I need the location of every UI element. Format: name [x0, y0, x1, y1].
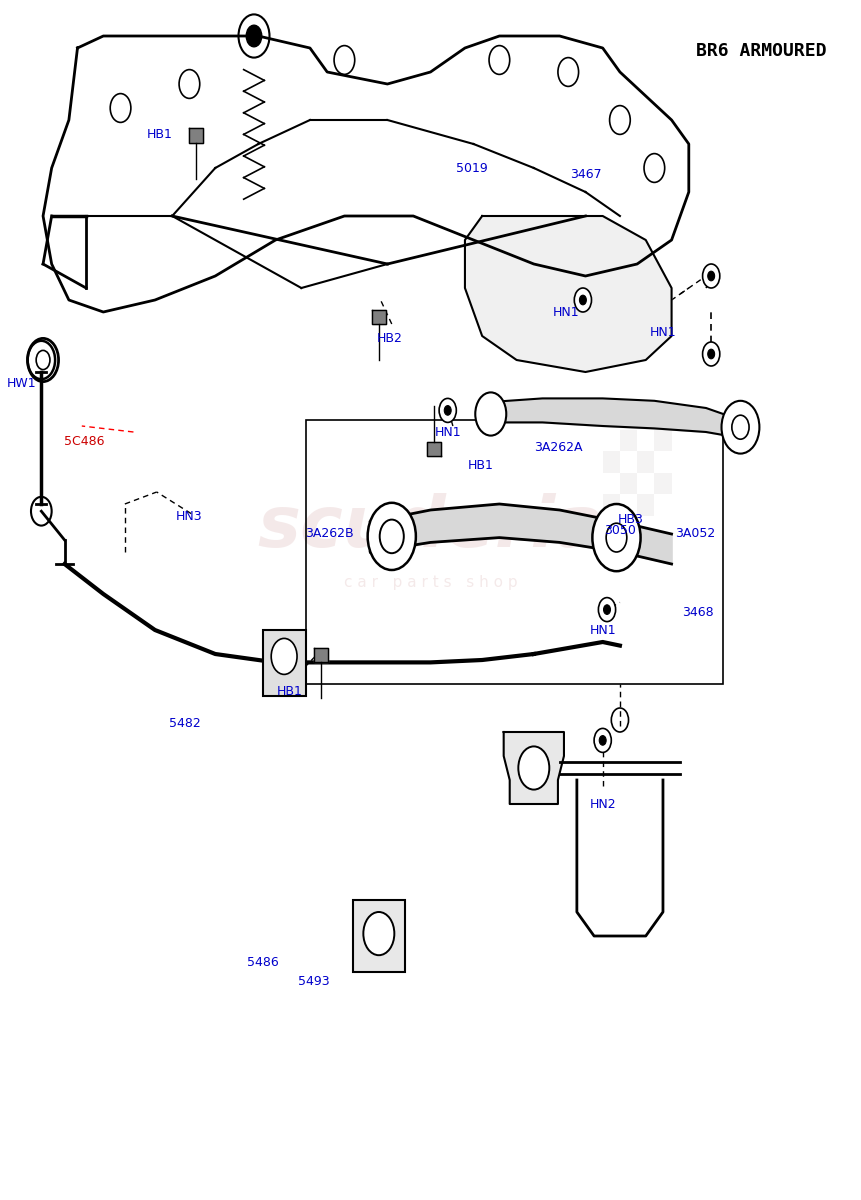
Polygon shape: [465, 216, 672, 372]
Bar: [306, 420, 723, 684]
Polygon shape: [372, 310, 386, 324]
Text: 3050: 3050: [604, 524, 636, 536]
Circle shape: [604, 605, 610, 614]
Circle shape: [594, 728, 611, 752]
Text: 5019: 5019: [456, 162, 487, 174]
Text: BR6 ARMOURED: BR6 ARMOURED: [696, 42, 827, 60]
Text: HB1: HB1: [146, 128, 172, 140]
Circle shape: [708, 271, 715, 281]
Text: 3A052: 3A052: [676, 528, 715, 540]
Text: HB1: HB1: [277, 685, 303, 697]
Circle shape: [599, 736, 606, 745]
Text: 3468: 3468: [682, 606, 713, 618]
Text: HW1: HW1: [7, 378, 36, 390]
Text: HN1: HN1: [650, 326, 676, 338]
Text: HN1: HN1: [554, 306, 579, 318]
Text: 5C486: 5C486: [64, 436, 105, 448]
Text: 5493: 5493: [299, 976, 330, 988]
Polygon shape: [314, 648, 328, 662]
Text: 3A262A: 3A262A: [534, 442, 582, 454]
Bar: [353, 900, 405, 972]
Text: HB1: HB1: [468, 460, 493, 472]
Text: c a r   p a r t s   s h o p: c a r p a r t s s h o p: [344, 575, 517, 589]
Polygon shape: [504, 732, 564, 804]
Circle shape: [246, 25, 262, 47]
Bar: [654, 430, 672, 451]
Circle shape: [271, 638, 297, 674]
Circle shape: [598, 598, 616, 622]
Text: HN1: HN1: [590, 624, 616, 636]
Polygon shape: [427, 442, 441, 456]
Circle shape: [363, 912, 394, 955]
Bar: [603, 451, 620, 473]
Text: HN3: HN3: [177, 510, 202, 522]
Text: 5482: 5482: [170, 718, 201, 730]
Circle shape: [708, 349, 715, 359]
Text: HN2: HN2: [590, 798, 616, 810]
Circle shape: [439, 398, 456, 422]
Bar: [620, 473, 637, 494]
Bar: [637, 494, 654, 516]
Circle shape: [475, 392, 506, 436]
Bar: [637, 451, 654, 473]
Bar: [654, 473, 672, 494]
Polygon shape: [189, 128, 203, 143]
Circle shape: [518, 746, 549, 790]
Bar: [603, 494, 620, 516]
Circle shape: [368, 503, 416, 570]
Circle shape: [574, 288, 592, 312]
Text: 5486: 5486: [247, 956, 278, 968]
Bar: [620, 430, 637, 451]
Circle shape: [579, 295, 586, 305]
Bar: [263, 630, 306, 696]
Text: 3A262B: 3A262B: [305, 528, 353, 540]
Text: HN1: HN1: [435, 426, 461, 438]
Text: scuderia: scuderia: [257, 493, 604, 563]
Circle shape: [444, 406, 451, 415]
Text: HB3: HB3: [618, 514, 644, 526]
Circle shape: [592, 504, 641, 571]
Text: HB2: HB2: [377, 332, 403, 344]
Text: 3467: 3467: [570, 168, 601, 180]
Circle shape: [703, 264, 720, 288]
Polygon shape: [620, 516, 634, 530]
Circle shape: [703, 342, 720, 366]
Circle shape: [722, 401, 759, 454]
